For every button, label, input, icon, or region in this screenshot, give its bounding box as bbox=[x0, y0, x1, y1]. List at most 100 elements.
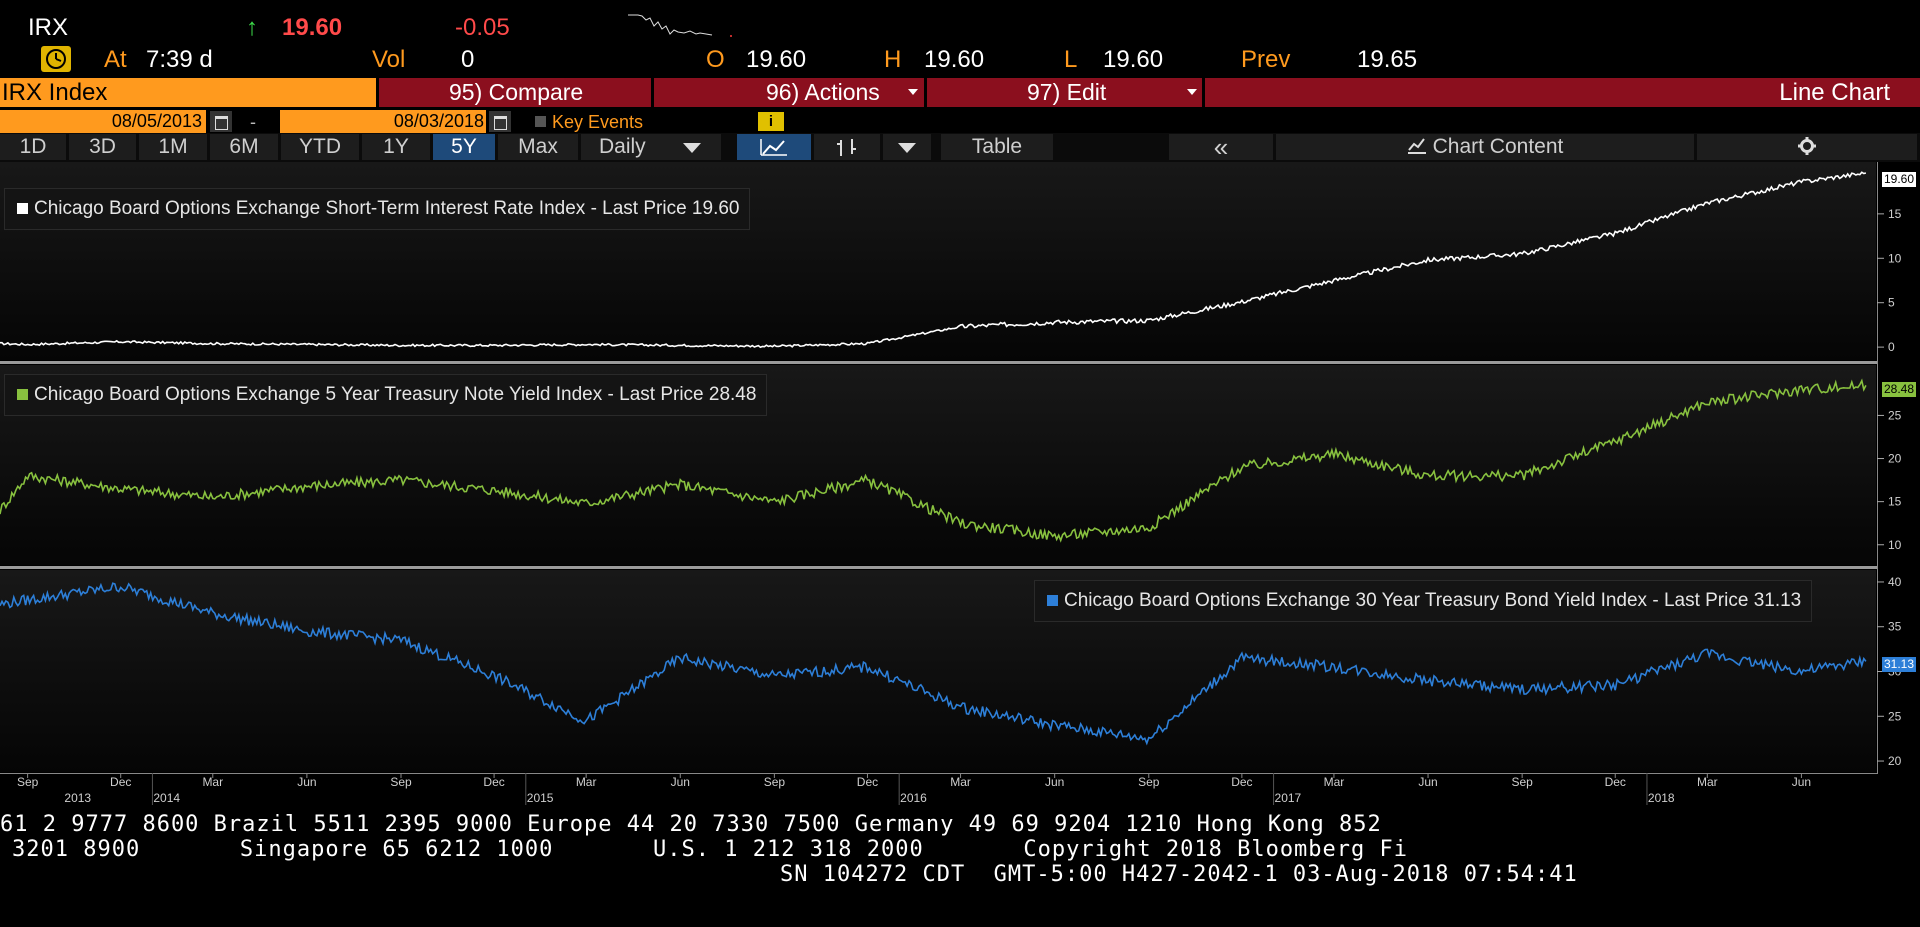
x-month-label: Jun bbox=[671, 775, 690, 789]
last-price: 19.60 bbox=[282, 14, 343, 41]
net-change: -0.05 bbox=[455, 14, 510, 41]
prev-price: 19.65 bbox=[1357, 46, 1418, 73]
x-month-label: Sep bbox=[390, 775, 412, 789]
chart-style-dropdown[interactable] bbox=[883, 134, 931, 160]
legend-swatch bbox=[17, 389, 28, 400]
edit-menu[interactable]: 97) Edit bbox=[927, 78, 1202, 107]
legend-swatch bbox=[1047, 595, 1058, 606]
table-button[interactable]: Table bbox=[941, 134, 1053, 160]
x-year-label: 2013 bbox=[64, 791, 91, 805]
y-tick-label: 20 bbox=[1888, 754, 1902, 768]
legend-swatch bbox=[17, 203, 28, 214]
up-arrow-icon: ↑ bbox=[246, 14, 258, 41]
panel-divider bbox=[0, 361, 1878, 364]
legend-series-1: Chicago Board Options Exchange Short-Ter… bbox=[4, 188, 751, 230]
date-separator: - bbox=[250, 112, 256, 132]
x-month-label: Mar bbox=[202, 775, 223, 789]
security-field[interactable]: IRX Index bbox=[0, 78, 376, 107]
range-1y[interactable]: 1Y bbox=[362, 134, 430, 160]
legend-series-2: Chicago Board Options Exchange 5 Year Tr… bbox=[4, 374, 768, 416]
start-date-value: 08/05/2013 bbox=[111, 111, 202, 131]
y-tick-label: 40 bbox=[1888, 575, 1902, 589]
calendar-icon[interactable] bbox=[489, 111, 511, 132]
chart-content-label: Chart Content bbox=[1432, 135, 1564, 158]
legend-text: Chicago Board Options Exchange Short-Ter… bbox=[34, 198, 740, 219]
y-tick-label: 10 bbox=[1888, 251, 1902, 265]
compare-menu[interactable]: 95) Compare bbox=[379, 78, 651, 107]
x-month-label: Jun bbox=[297, 775, 316, 789]
volume: 0 bbox=[461, 46, 475, 73]
end-date-input[interactable]: 08/03/2018 bbox=[280, 110, 486, 133]
footer-line-3: SN 104272 CDT GMT-5:00 H427-2042-1 03-Au… bbox=[780, 862, 1578, 887]
footer-line-2: 3201 8900 Singapore 65 6212 1000 U.S. 1 … bbox=[12, 837, 1409, 862]
last-price-tag-3: 31.13 bbox=[1882, 657, 1917, 672]
calendar-icon[interactable] bbox=[210, 111, 232, 132]
series-line-3 bbox=[0, 582, 1867, 746]
range-3d[interactable]: 3D bbox=[69, 134, 136, 160]
last-price-tag-1: 19.60 bbox=[1882, 172, 1917, 187]
y-tick-label: 0 bbox=[1888, 340, 1895, 354]
range-1m[interactable]: 1M bbox=[139, 134, 207, 160]
compare-label: 95) Compare bbox=[449, 79, 584, 105]
chart-type-menu[interactable]: Line Chart bbox=[1205, 78, 1920, 107]
x-month-label: Mar bbox=[1324, 775, 1345, 789]
x-axis-line bbox=[0, 773, 1878, 774]
gear-icon[interactable] bbox=[1697, 134, 1917, 160]
chart-type-label: Line Chart bbox=[1779, 79, 1890, 106]
x-month-label: Jun bbox=[1045, 775, 1064, 789]
edit-label: 97) Edit bbox=[1027, 79, 1107, 105]
y-tick-label: 20 bbox=[1888, 452, 1902, 466]
start-date-input[interactable]: 08/05/2013 bbox=[0, 110, 206, 133]
x-year-label: 2017 bbox=[1275, 791, 1302, 805]
x-year-label: 2018 bbox=[1648, 791, 1675, 805]
range-6m[interactable]: 6M bbox=[210, 134, 278, 160]
y-tick-label: 15 bbox=[1888, 207, 1902, 221]
chevron-down-icon bbox=[908, 89, 918, 95]
y-tick-label: 10 bbox=[1888, 538, 1902, 552]
sparkline bbox=[628, 14, 732, 37]
chart-content-button[interactable]: Chart Content bbox=[1276, 134, 1694, 160]
low-label: L bbox=[1064, 46, 1078, 73]
series-line-2 bbox=[0, 378, 1867, 543]
collapse-icon[interactable]: « bbox=[1169, 134, 1273, 160]
chevron-down-icon bbox=[683, 143, 701, 153]
key-events-checkbox[interactable] bbox=[535, 116, 546, 127]
range-ytd[interactable]: YTD bbox=[281, 134, 359, 160]
bell-icon[interactable] bbox=[41, 46, 71, 72]
chevron-down-icon bbox=[1187, 89, 1197, 95]
x-month-label: Dec bbox=[1605, 775, 1626, 789]
x-month-label: Dec bbox=[110, 775, 131, 789]
y-tick-label: 25 bbox=[1888, 709, 1902, 723]
actions-menu[interactable]: 96) Actions bbox=[654, 78, 924, 107]
y-axis-line bbox=[1877, 162, 1878, 774]
x-month-label: Dec bbox=[1231, 775, 1252, 789]
range-1d[interactable]: 1D bbox=[0, 134, 66, 160]
bar-chart-icon[interactable] bbox=[814, 134, 880, 160]
y-tick-label: 15 bbox=[1888, 495, 1902, 509]
x-year-label: 2015 bbox=[527, 791, 554, 805]
x-month-label: Mar bbox=[1697, 775, 1718, 789]
key-events-label: Key Events bbox=[552, 112, 644, 132]
x-month-label: Sep bbox=[1511, 775, 1533, 789]
x-month-label: Mar bbox=[950, 775, 971, 789]
low-price: 19.60 bbox=[1103, 46, 1164, 73]
range-max[interactable]: Max bbox=[498, 134, 578, 160]
frequency-select[interactable]: Daily bbox=[581, 134, 721, 160]
x-month-label: Jun bbox=[1792, 775, 1811, 789]
x-year-label: 2014 bbox=[153, 791, 180, 805]
x-month-label: Dec bbox=[483, 775, 504, 789]
at-label: At bbox=[104, 46, 127, 73]
high-label: H bbox=[884, 46, 902, 73]
x-month-label: Sep bbox=[1138, 775, 1160, 789]
actions-label: 96) Actions bbox=[766, 79, 880, 105]
range-5y[interactable]: 5Y bbox=[433, 134, 495, 160]
frequency-value: Daily bbox=[599, 135, 646, 158]
ticker: IRX bbox=[28, 14, 69, 41]
chevron-down-icon bbox=[898, 143, 916, 153]
y-tick-label: 5 bbox=[1888, 296, 1895, 310]
line-chart-icon[interactable] bbox=[737, 134, 811, 160]
chart-content-icon bbox=[1407, 135, 1427, 161]
high-price: 19.60 bbox=[924, 46, 985, 73]
x-month-label: Dec bbox=[857, 775, 878, 789]
info-icon[interactable]: i bbox=[758, 112, 784, 131]
